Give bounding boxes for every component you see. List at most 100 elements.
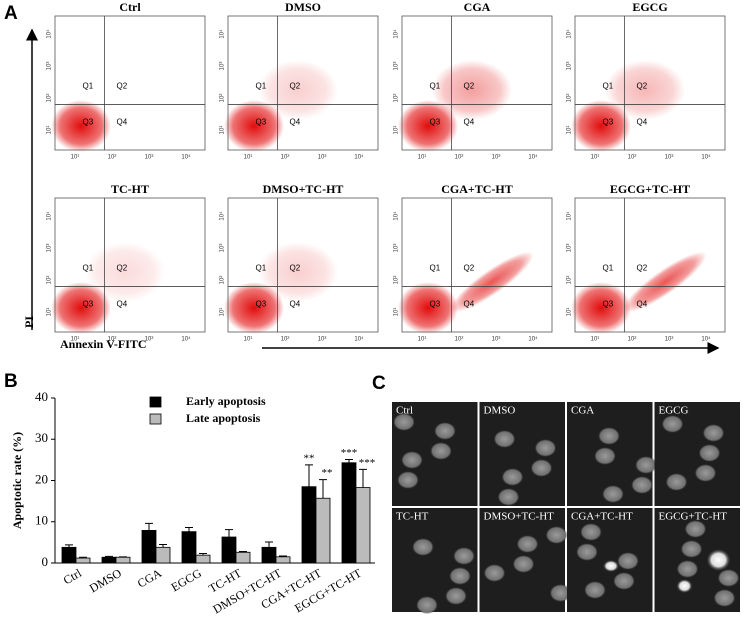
significance-label: ***: [359, 457, 376, 469]
y-tick-label: 20: [35, 471, 48, 486]
x-tick-label: 10¹: [418, 155, 427, 161]
x-tick-label: 10¹: [71, 337, 80, 343]
x-tick-label: 10⁴: [181, 336, 191, 343]
x-tick-label: 10¹: [244, 337, 253, 343]
x-tick-label: 10³: [492, 155, 501, 161]
nucleus: [617, 552, 639, 570]
dot-cloud: [398, 282, 458, 334]
plot-title: TC-HT: [111, 182, 149, 196]
x-axis-label: Annexin V-FITC: [60, 337, 147, 351]
significance-label: **: [304, 452, 315, 464]
error-bar: [185, 527, 193, 532]
nucleus: [598, 427, 620, 445]
y-tick-label: 10: [35, 513, 48, 528]
dot-cloud: [85, 242, 165, 302]
x-tick-label: 10²: [455, 155, 464, 161]
y-tick-label: 40: [35, 389, 48, 404]
y-tick-label: 10²: [567, 94, 573, 103]
y-tick-label: 10²: [220, 276, 226, 285]
x-tick-label: 10¹: [591, 155, 600, 161]
quadrant-label: Q1: [256, 264, 267, 273]
bar: [61, 546, 77, 564]
nucleus: [635, 456, 657, 474]
dot-cloud: [623, 251, 707, 313]
bar: [195, 554, 211, 564]
x-tick-label: 10²: [281, 337, 290, 343]
plot-title: EGCG+TC-HT: [610, 182, 690, 196]
x-tick-label: 10²: [108, 337, 117, 343]
quadrant-label: Q4: [637, 300, 648, 309]
x-tick-label: 10¹: [418, 337, 427, 343]
nucleus: [512, 555, 535, 573]
plot-title: Ctrl: [119, 0, 141, 14]
y-tick-label: 10¹: [394, 308, 400, 317]
x-tick-label: 10¹: [244, 155, 253, 161]
bar: [115, 556, 131, 564]
x-tick-label: 10²: [108, 155, 117, 161]
nucleus: [397, 471, 419, 489]
quadrant-label: Q1: [603, 264, 614, 273]
nucleus: [393, 413, 415, 431]
y-tick-label: 10⁴: [566, 29, 573, 39]
quadrant-label: Q2: [290, 264, 301, 273]
nucleus: [613, 572, 635, 590]
plot-frame: [574, 15, 726, 151]
y-tick-label: 10³: [47, 244, 53, 253]
nucleus: [713, 589, 736, 607]
x-tick-label: 10⁴: [701, 154, 711, 161]
y-tick-label: 10⁴: [393, 29, 400, 39]
y-tick-label: 10²: [394, 276, 400, 285]
image-label: Ctrl: [396, 405, 413, 417]
bar: [181, 531, 197, 564]
bar: [341, 462, 357, 564]
error-bar: [105, 555, 113, 558]
quadrant-label: Q3: [603, 118, 614, 127]
quadrant-label: Q3: [603, 300, 614, 309]
y-axis-label: PI: [22, 316, 36, 328]
dot-cloud: [258, 60, 338, 120]
nucleus: [603, 560, 619, 572]
quadrant-label: Q3: [83, 300, 94, 309]
error-bar: [239, 550, 247, 553]
plot-frame: [54, 197, 206, 333]
x-tick-label: 10²: [628, 337, 637, 343]
nucleus: [676, 560, 699, 578]
x-tick-label: Ctrl: [61, 566, 85, 588]
x-tick-label: 10³: [492, 337, 501, 343]
dot-cloud: [224, 100, 284, 152]
error-bar: [279, 555, 287, 557]
nucleus: [493, 430, 516, 448]
quadrant-label: Q3: [83, 118, 94, 127]
bar: [261, 546, 277, 564]
x-tick-label: 10³: [318, 155, 327, 161]
image-label: EGCG: [659, 405, 689, 417]
nucleus: [580, 523, 602, 541]
error-bar: [159, 543, 167, 548]
nucleus: [576, 543, 598, 561]
y-tick-label: 10²: [394, 94, 400, 103]
y-tick-label: 10³: [47, 62, 53, 71]
y-tick-label: 10²: [220, 94, 226, 103]
quadrant-label: Q4: [464, 118, 475, 127]
x-tick-label: 10⁴: [181, 154, 191, 161]
nucleus: [516, 535, 539, 553]
panel-label: C: [372, 373, 386, 394]
nucleus: [449, 567, 471, 585]
y-tick-label: 10²: [47, 276, 53, 285]
error-bar: [225, 529, 233, 538]
plot-frame: [574, 197, 726, 333]
nucleus: [549, 584, 572, 602]
y-tick-label: 10¹: [47, 126, 53, 135]
legend-label: Late apoptosis: [186, 411, 261, 425]
nucleus: [453, 547, 475, 565]
plot-title: CGA: [464, 0, 491, 14]
x-tick-label: 10¹: [71, 155, 80, 161]
image-label: DMSO+TC-HT: [484, 511, 555, 523]
nucleus: [717, 569, 740, 587]
x-tick-label: 10⁴: [354, 154, 364, 161]
quadrant-label: Q1: [83, 82, 94, 91]
plot-frame: [54, 15, 206, 151]
plot-frame: [401, 15, 553, 151]
bar: [221, 536, 237, 564]
